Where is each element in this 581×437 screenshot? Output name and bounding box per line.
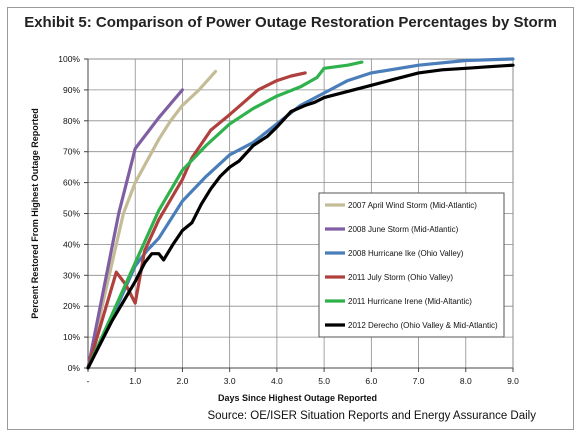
x-tick-label: 5.0 — [318, 376, 330, 386]
y-tick-label: 50% — [63, 209, 80, 219]
x-tick-label: 8.0 — [460, 376, 472, 386]
source-note: Source: OE/ISER Situation Reports and En… — [207, 410, 536, 422]
x-tick-label: 3.0 — [224, 376, 236, 386]
x-tick-label: 9.0 — [507, 376, 519, 386]
legend-label-4: 2011 July Storm (Ohio Valley) — [348, 273, 453, 282]
x-tick-label: - — [87, 376, 90, 386]
x-tick-label: 7.0 — [413, 376, 425, 386]
legend-label-6: 2012 Derecho (Ohio Valley & Mid-Atlantic… — [348, 321, 498, 330]
axes: 0% 10% 20% 30% 40% 50% 60% 70% 80% 90% 100% - 1.0 2.0… — [30, 54, 519, 403]
series-line-1 — [86, 69, 218, 370]
series-line-5 — [86, 60, 364, 370]
y-axis-label: Percent Restored From Highest Outage Rep… — [30, 108, 40, 319]
x-axis-label: Days Since Highest Outage Reported — [218, 393, 377, 403]
x-tick-label: 2.0 — [177, 376, 189, 386]
series-line-6 — [86, 63, 515, 370]
x-tick-label: 6.0 — [365, 376, 377, 386]
chart-title: Exhibit 5: Comparison of Power Outage Re… — [24, 14, 557, 31]
y-tick-label: 10% — [63, 332, 80, 342]
y-tick-label: 60% — [63, 178, 80, 188]
y-tick-label: 80% — [63, 116, 80, 126]
y-tick-label: 0% — [68, 363, 81, 373]
y-tick-label: 100% — [58, 54, 80, 64]
x-tick-label: 4.0 — [271, 376, 283, 386]
legend: 2007 April Wind Storm (Mid-Atlantic) 2008… — [318, 192, 505, 338]
legend-label-1: 2007 April Wind Storm (Mid-Atlantic) — [348, 201, 477, 210]
y-tick-label: 30% — [63, 270, 80, 280]
y-tick-label: 70% — [63, 147, 80, 157]
legend-label-2: 2008 June Storm (Mid-Atlantic) — [348, 225, 459, 234]
series-line-2 — [86, 88, 184, 370]
legend-label-5: 2011 Hurricane Irene (Mid-Altantic) — [348, 297, 472, 306]
x-tick-label: 1.0 — [129, 376, 141, 386]
y-tick-label: 20% — [63, 301, 80, 311]
series-lines — [86, 57, 515, 370]
legend-label-3: 2008 Hurricane Ike (Ohio Valley) — [348, 249, 464, 258]
y-tick-label: 40% — [63, 239, 80, 249]
y-tick-label: 90% — [63, 85, 80, 95]
legend-box — [318, 192, 505, 338]
